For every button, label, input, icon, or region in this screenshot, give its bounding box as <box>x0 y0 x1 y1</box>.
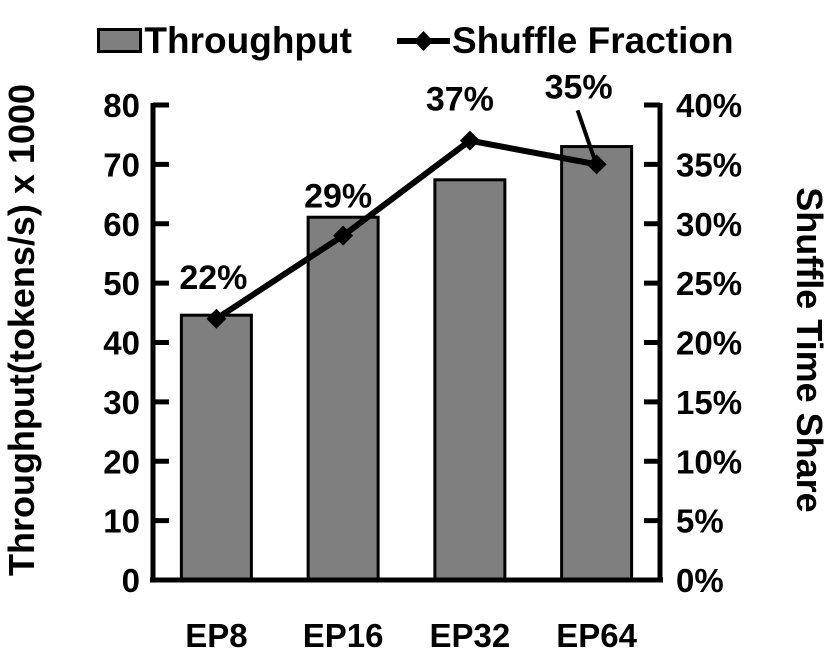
right-axis-tick-label: 20% <box>676 325 742 362</box>
point-label-35%: 35% <box>545 68 613 106</box>
legend-item-throughput: Throughput <box>97 22 352 59</box>
right-axis-title: Shuffle Time Share <box>789 187 830 512</box>
left-axis-title: Throughput(tokens/s) x 1000 <box>1 84 42 576</box>
bar-EP32 <box>433 178 507 582</box>
left-axis-tick-label: 40 <box>103 325 140 362</box>
left-axis-tick-label: 60 <box>103 206 140 243</box>
point-label-callout-line <box>575 109 598 164</box>
right-axis-tick-label: 5% <box>676 503 724 540</box>
legend-label-throughput: Throughput <box>144 20 352 61</box>
point-label-37%: 37% <box>426 81 494 119</box>
left-axis-tick-label: 10 <box>103 503 140 540</box>
left-axis-tick-label: 80 <box>103 87 140 124</box>
legend: Throughput Shuffle Fraction <box>0 22 831 59</box>
shuffle-fraction-marker-EP32 <box>459 130 480 151</box>
line-diamond-marker-icon <box>396 30 450 51</box>
right-axis-tick-label: 35% <box>676 146 742 183</box>
shuffle-fraction-marker-EP64 <box>586 154 607 175</box>
right-axis-tick-label: 30% <box>676 206 742 243</box>
point-label-29%: 29% <box>304 178 372 216</box>
right-axis-tick-label: 25% <box>676 265 742 302</box>
left-axis-tick-label: 0 <box>122 562 140 599</box>
right-axis-tick-label: 0% <box>676 562 724 599</box>
legend-item-shuffle-fraction: Shuffle Fraction <box>396 20 734 61</box>
left-axis-tick-label: 50 <box>103 265 140 302</box>
left-axis-tick-label: 20 <box>103 443 140 480</box>
right-axis-tick-label: 15% <box>676 384 742 421</box>
bar-EP8 <box>179 313 253 582</box>
point-label-22%: 22% <box>179 259 247 297</box>
bar-EP64 <box>560 145 634 582</box>
left-axis-tick-label: 70 <box>103 146 140 183</box>
bar-swatch-icon <box>97 28 143 53</box>
x-axis-label-EP8: EP8 <box>185 617 247 654</box>
x-axis-label-EP16: EP16 <box>303 617 384 654</box>
x-axis-label-EP64: EP64 <box>556 617 637 654</box>
shuffle-fraction-marker-EP8 <box>206 308 227 329</box>
bar-EP16 <box>306 215 380 582</box>
right-axis-tick-label: 40% <box>676 87 742 124</box>
right-axis-tick-label: 10% <box>676 443 742 480</box>
shuffle-fraction-marker-EP16 <box>333 225 354 246</box>
legend-label-shuffle-fraction: Shuffle Fraction <box>451 20 734 61</box>
left-axis-tick-label: 30 <box>103 384 140 421</box>
shuffle-fraction-line <box>214 137 598 322</box>
x-axis-label-EP32: EP32 <box>430 617 511 654</box>
